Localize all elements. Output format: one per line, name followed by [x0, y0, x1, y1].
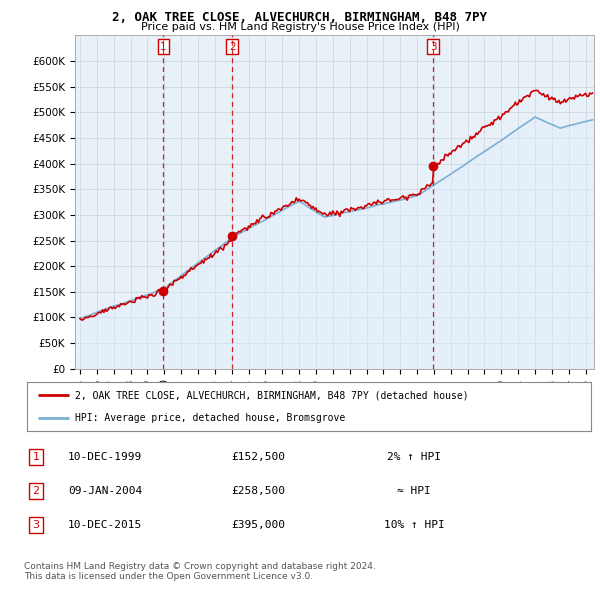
Text: 1: 1 — [32, 452, 40, 461]
Text: 10-DEC-2015: 10-DEC-2015 — [68, 520, 142, 530]
Text: HPI: Average price, detached house, Bromsgrove: HPI: Average price, detached house, Brom… — [75, 412, 345, 422]
Text: £152,500: £152,500 — [231, 452, 285, 461]
Text: 1: 1 — [160, 41, 167, 51]
Text: £258,500: £258,500 — [231, 486, 285, 496]
Text: 3: 3 — [32, 520, 40, 530]
Text: 2% ↑ HPI: 2% ↑ HPI — [387, 452, 441, 461]
Text: This data is licensed under the Open Government Licence v3.0.: This data is licensed under the Open Gov… — [24, 572, 313, 581]
Text: 10% ↑ HPI: 10% ↑ HPI — [383, 520, 445, 530]
Text: ≈ HPI: ≈ HPI — [397, 486, 431, 496]
Text: 10-DEC-1999: 10-DEC-1999 — [68, 452, 142, 461]
Text: 3: 3 — [430, 41, 436, 51]
Text: Price paid vs. HM Land Registry's House Price Index (HPI): Price paid vs. HM Land Registry's House … — [140, 22, 460, 32]
Text: 2: 2 — [229, 41, 236, 51]
Text: £395,000: £395,000 — [231, 520, 285, 530]
Text: 09-JAN-2004: 09-JAN-2004 — [68, 486, 142, 496]
Text: 2, OAK TREE CLOSE, ALVECHURCH, BIRMINGHAM, B48 7PY: 2, OAK TREE CLOSE, ALVECHURCH, BIRMINGHA… — [113, 11, 487, 24]
Text: 2: 2 — [32, 486, 40, 496]
Text: Contains HM Land Registry data © Crown copyright and database right 2024.: Contains HM Land Registry data © Crown c… — [24, 562, 376, 571]
Text: 2, OAK TREE CLOSE, ALVECHURCH, BIRMINGHAM, B48 7PY (detached house): 2, OAK TREE CLOSE, ALVECHURCH, BIRMINGHA… — [75, 391, 469, 401]
